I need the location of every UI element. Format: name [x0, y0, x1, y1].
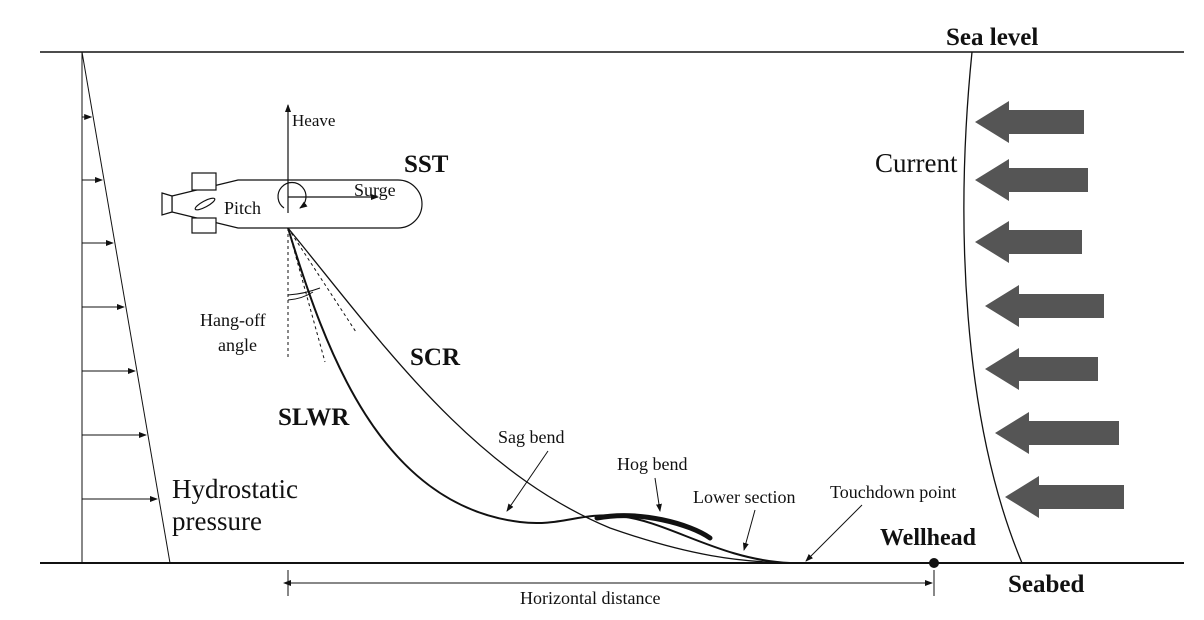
hang-off-angle-arc-2	[287, 291, 314, 301]
current-arrow	[985, 348, 1098, 390]
scr-riser	[287, 227, 791, 564]
current-arrow	[975, 221, 1082, 263]
pitch-label: Pitch	[224, 198, 261, 218]
hog-bend-label: Hog bend	[617, 454, 688, 474]
horizontal-distance-label: Horizontal distance	[520, 588, 660, 608]
touchdown-point-label: Touchdown point	[830, 482, 956, 502]
slwr-label: SLWR	[278, 404, 350, 431]
sst-lower-fin	[191, 217, 217, 234]
hang-off-label-line1: Hang-off	[200, 310, 266, 330]
current-label: Current	[875, 148, 958, 178]
sst-label: SST	[404, 151, 449, 178]
hog-bend-pointer	[654, 477, 662, 512]
current-profile-curve	[963, 51, 1023, 564]
hydrostatic-label-line1: Hydrostatic	[172, 474, 298, 504]
sst-upper-fin	[191, 172, 217, 191]
hang-off-label-line2: angle	[218, 335, 257, 355]
hydrostatic-slope-line	[81, 51, 171, 564]
hog-bend-segment	[594, 513, 713, 541]
seabed-label: Seabed	[1008, 571, 1085, 598]
hydrostatic-label-line2: pressure	[172, 506, 262, 536]
scr-label: SCR	[410, 344, 461, 371]
sag-bend-pointer	[506, 450, 549, 512]
current-arrow	[985, 285, 1104, 327]
sst-hull	[171, 179, 423, 229]
current-arrows	[975, 101, 1124, 518]
slwr-tangent-line	[287, 227, 326, 363]
hydrostatic-pressure-profile	[81, 51, 171, 564]
hang-off-angle-marker	[287, 227, 357, 363]
sag-bend-label: Sag bend	[498, 427, 565, 447]
scr-tangent-line	[287, 227, 357, 333]
surge-label: Surge	[354, 180, 396, 200]
current-arrow	[975, 159, 1088, 201]
pitch-rotation-arrow	[277, 181, 308, 209]
touchdown-point-pointer	[805, 504, 863, 562]
sea-level-label: Sea level	[946, 24, 1038, 51]
hydrostatic-arrows	[82, 114, 158, 502]
hang-off-angle-arc	[287, 287, 321, 296]
lower-section-label: Lower section	[693, 487, 795, 507]
wellhead-label: Wellhead	[880, 525, 977, 551]
lower-section-pointer	[742, 509, 756, 551]
current-arrow	[1005, 476, 1124, 518]
current-arrow	[995, 412, 1119, 454]
wellhead-dot	[929, 558, 939, 568]
heave-label: Heave	[292, 111, 335, 130]
sst-tail-fin	[161, 192, 173, 216]
slwr-riser	[287, 227, 791, 564]
sst-hydroplane	[194, 197, 216, 211]
sst-vessel	[161, 104, 423, 234]
current-arrow	[975, 101, 1084, 143]
